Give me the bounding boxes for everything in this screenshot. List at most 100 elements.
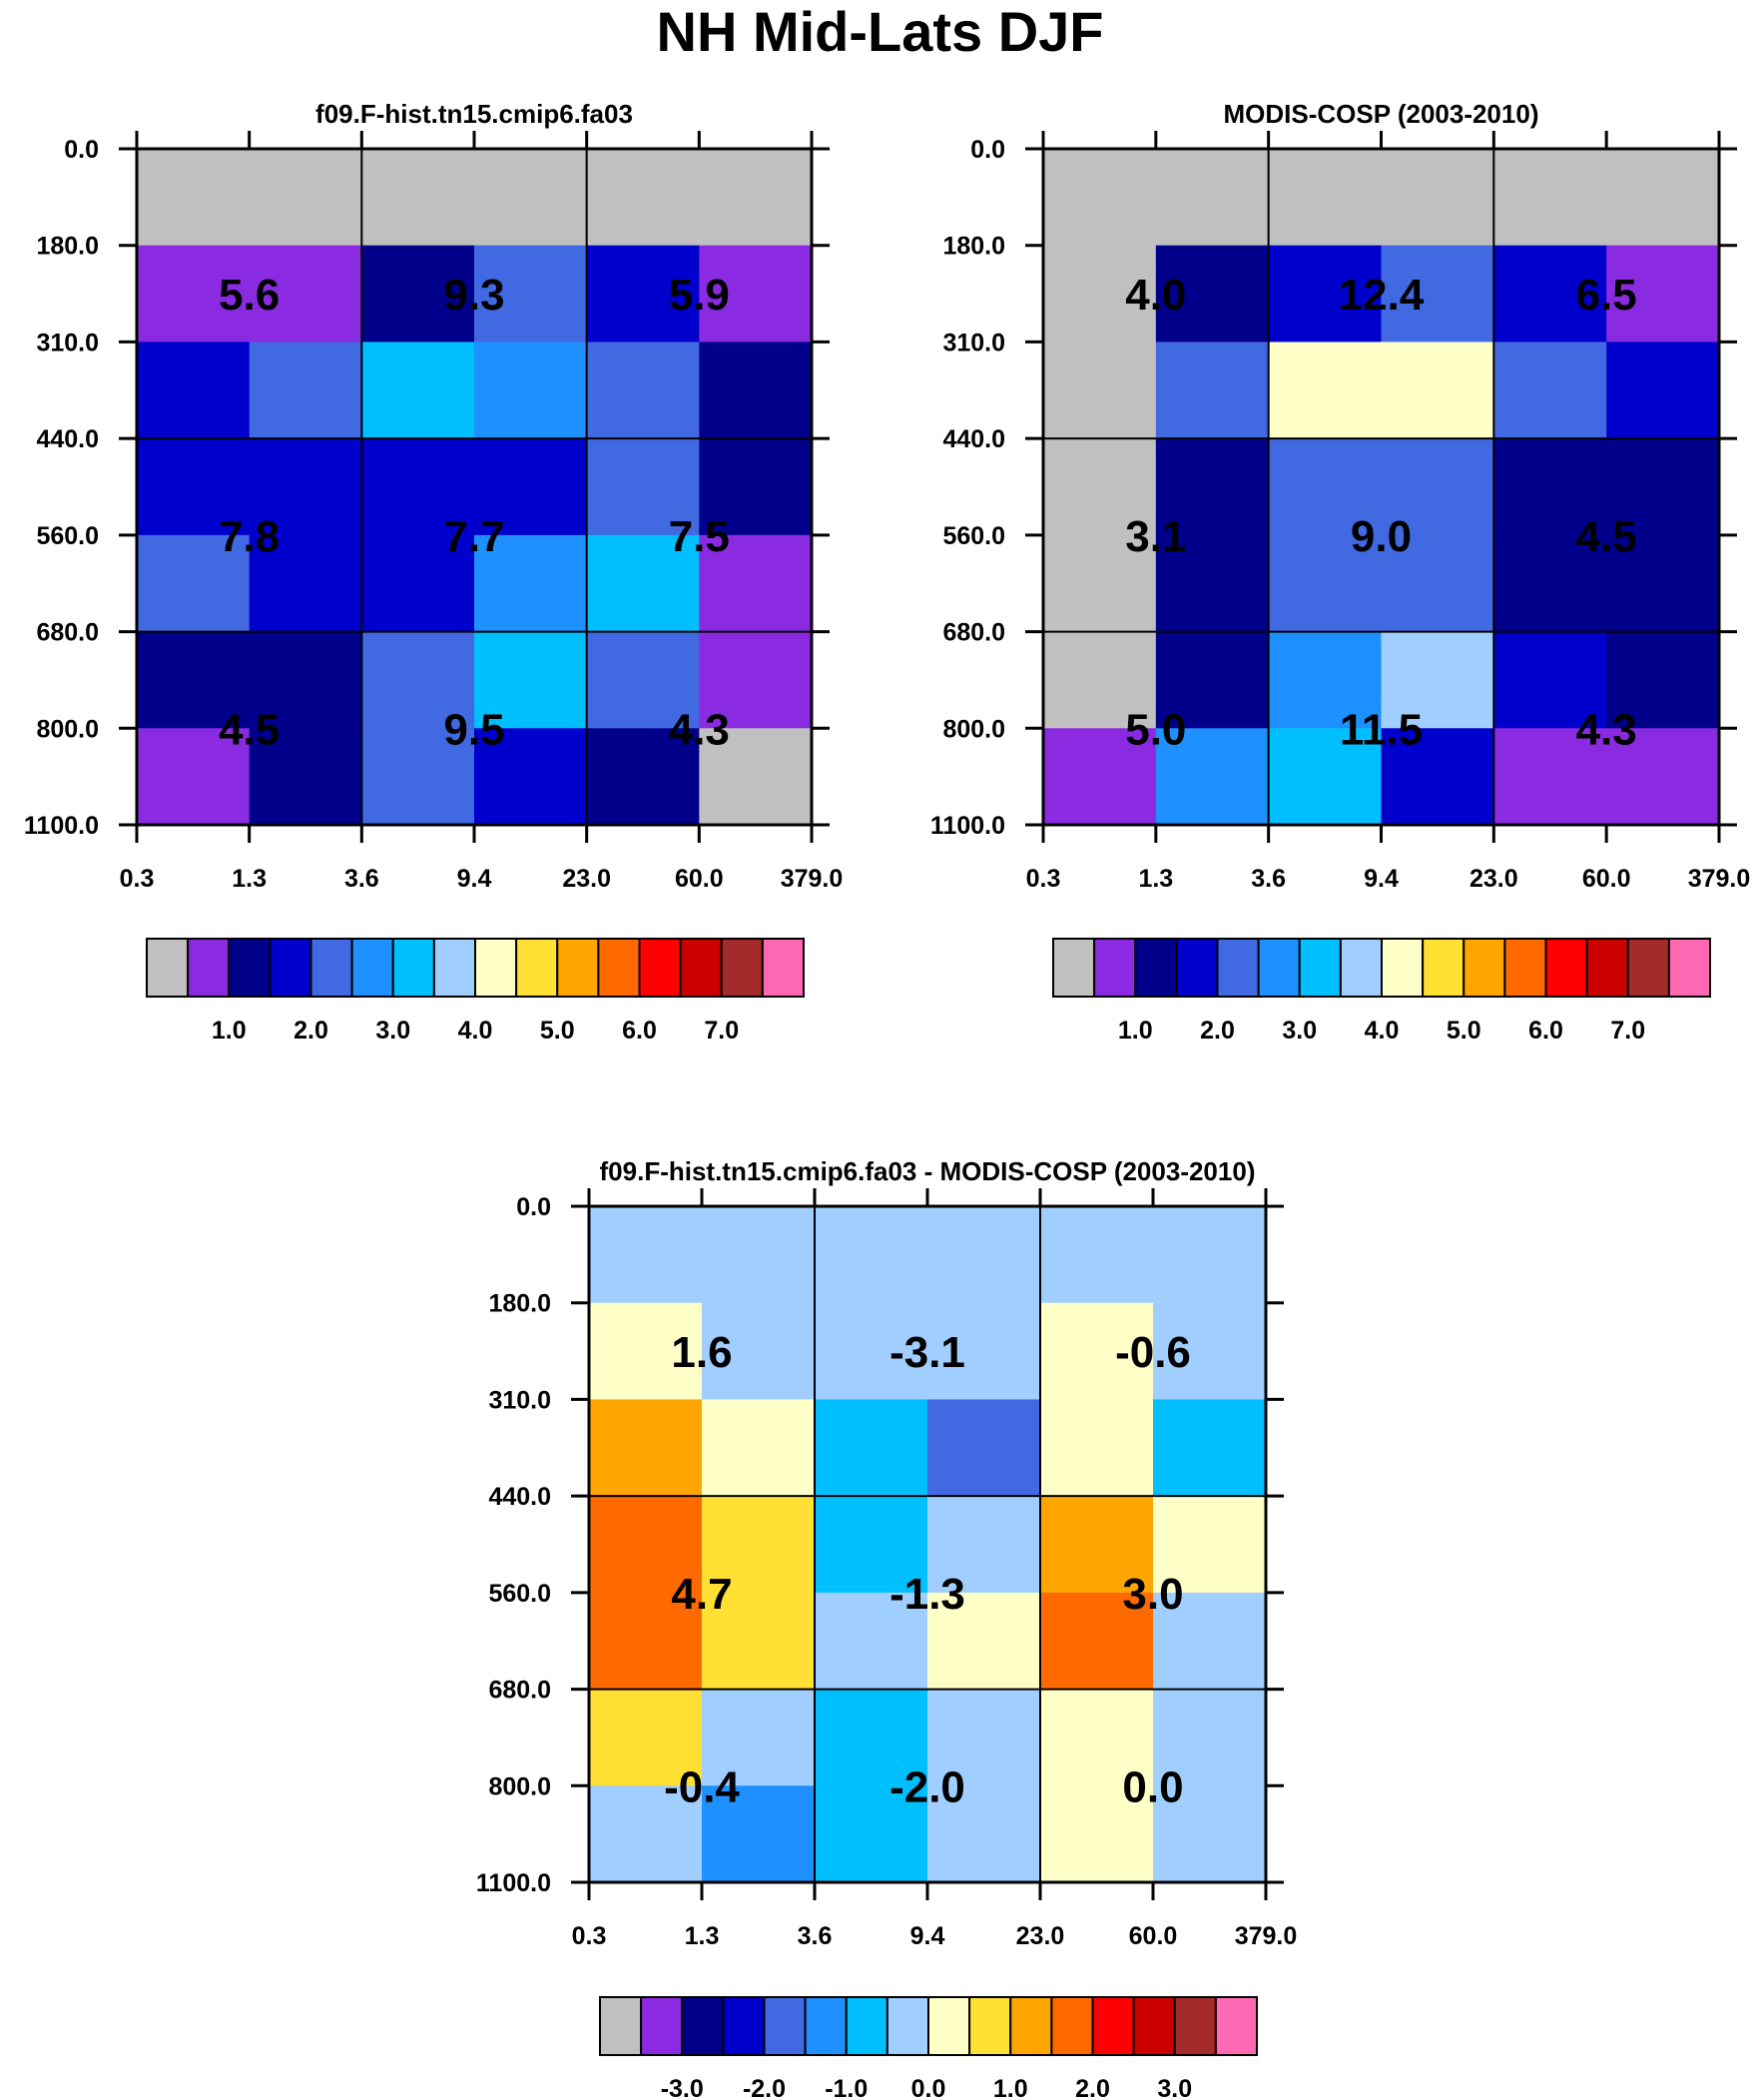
heatmap-cell (1043, 728, 1157, 826)
y-tick-label: 1100.0 (476, 1869, 551, 1897)
colorbar-box (1463, 938, 1506, 998)
heatmap-cell (1043, 149, 1157, 247)
colorbar-box (309, 938, 353, 998)
box-value-label: -2.0 (889, 1762, 965, 1811)
heatmap-cell (589, 1496, 703, 1594)
heatmap-cell (1040, 1496, 1154, 1594)
y-tick-label: 0.0 (516, 1193, 551, 1221)
heatmap-cell (815, 1592, 928, 1691)
colorbar-box (556, 938, 600, 998)
heatmap-cell (927, 1785, 1041, 1883)
heatmap-cell (1606, 342, 1720, 439)
heatmap-cell (702, 1399, 816, 1497)
colorbar-box (1503, 938, 1547, 998)
colorbar-box (1093, 938, 1137, 998)
heatmap-cell (1493, 438, 1607, 536)
heatmap-cell (1155, 728, 1270, 826)
box-value-label: -3.1 (889, 1328, 965, 1377)
panel-title: MODIS-COSP (2003-2010) (1224, 99, 1539, 129)
colorbar-tick-label: -1.0 (825, 2075, 868, 2100)
colorbar-tick-label: 5.0 (1447, 1017, 1481, 1045)
colorbar-box (1544, 938, 1588, 998)
colorbar-box (885, 1996, 929, 2056)
heatmap-cell (1381, 728, 1494, 826)
heatmap-cell (1493, 342, 1607, 439)
heatmap-cell (249, 728, 362, 826)
box-value-label: -0.6 (1115, 1328, 1191, 1377)
heatmap-cell (137, 342, 251, 439)
heatmap-cell (361, 728, 475, 826)
heatmap-cell (1155, 438, 1270, 536)
heatmap-cell (137, 245, 251, 344)
heatmap-cell (249, 534, 362, 633)
figure-title: NH Mid-Lats DJF (656, 0, 1104, 63)
heatmap-cell (137, 728, 251, 826)
heatmap-cell (1040, 1785, 1154, 1883)
heatmap-cell (815, 1206, 928, 1304)
x-tick-label: 23.0 (1469, 865, 1518, 893)
heatmap-cell (1155, 534, 1270, 633)
heatmap-cell (1606, 245, 1720, 344)
heatmap-cell (474, 245, 588, 344)
heatmap-cell (361, 534, 475, 633)
heatmap-cell (1153, 1496, 1267, 1594)
heatmap-cell (1268, 534, 1383, 633)
heatmap-cell (589, 1399, 703, 1497)
y-tick-label: 310.0 (488, 1386, 551, 1414)
heatmap-cell (1381, 534, 1494, 633)
colorbar-tick-label: 7.0 (704, 1017, 739, 1045)
colorbar-box (515, 938, 559, 998)
heatmap-cell (1155, 149, 1270, 247)
colorbar-box (1175, 938, 1219, 998)
heatmap-cell (1040, 1302, 1154, 1401)
heatmap-cell (1268, 728, 1383, 826)
x-tick-label: 0.3 (1026, 865, 1061, 893)
colorbar-box (681, 1996, 725, 2056)
colorbar-box (1381, 938, 1425, 998)
box-value-label: 7.7 (443, 512, 504, 561)
heatmap-cell (1381, 149, 1494, 247)
heatmap-cell (1268, 438, 1383, 536)
x-tick-label: 23.0 (1016, 1922, 1065, 1950)
y-tick-label: 680.0 (942, 619, 1005, 647)
heatmap-cell (361, 245, 475, 344)
heatmap-cell (1153, 1592, 1267, 1691)
y-tick-label: 1100.0 (930, 812, 1005, 840)
heatmap-cell (1381, 438, 1494, 536)
heatmap-cell (1043, 245, 1157, 344)
heatmap-cell (474, 728, 588, 826)
colorbar-box (761, 938, 805, 998)
box-value-label: 5.9 (669, 271, 730, 320)
heatmap-cell (1153, 1302, 1267, 1401)
y-tick-label: 180.0 (488, 1290, 551, 1318)
heatmap-cell (702, 1689, 816, 1786)
colorbar-box (720, 938, 764, 998)
box-value-label: 7.5 (669, 512, 730, 561)
colorbar-box (474, 938, 518, 998)
colorbar-box (1298, 938, 1342, 998)
colorbar-box (432, 938, 476, 998)
colorbar-box (187, 938, 231, 998)
colorbar-box (1422, 938, 1466, 998)
colorbar-tick-label: 1.0 (212, 1017, 247, 1045)
colorbar-box (1626, 938, 1670, 998)
heatmap-cell (815, 1399, 928, 1497)
heatmap-cell (702, 1496, 816, 1594)
heatmap-cell (586, 245, 700, 344)
heatmap-cell (702, 1206, 816, 1304)
heatmap-cell (137, 631, 251, 729)
heatmap-cell (589, 1592, 703, 1691)
colorbar-box (722, 1996, 766, 2056)
heatmap-cell (1155, 342, 1270, 439)
box-value-label: 1.6 (671, 1328, 732, 1377)
heatmap-cell (589, 1206, 703, 1304)
heatmap-cell (474, 631, 588, 729)
heatmap-cell (1043, 438, 1157, 536)
y-tick-label: 800.0 (36, 715, 99, 743)
heatmap-cell (927, 1399, 1041, 1497)
heatmap-cell (927, 1302, 1041, 1401)
colorbar-box (640, 1996, 684, 2056)
heatmap-cell (361, 631, 475, 729)
heatmap-cell (699, 245, 813, 344)
heatmap-cell (1493, 728, 1607, 826)
